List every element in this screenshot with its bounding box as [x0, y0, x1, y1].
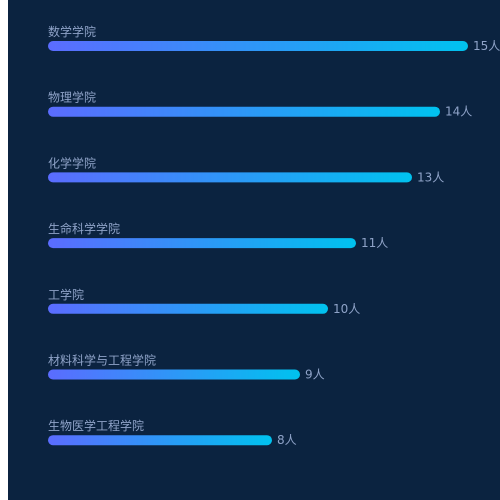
- chart-panel: 数学学院 15人物理学院 14人化学学院 13人生命科学学院 11人工学院 10人材料科学…: [8, 0, 500, 500]
- category-label: 物理学院: [48, 90, 96, 105]
- category-label: 化学学院: [48, 155, 96, 170]
- bar: [48, 238, 356, 249]
- category-label: 生命科学学院: [48, 221, 120, 236]
- bar: [48, 303, 328, 314]
- value-label: 10人: [333, 302, 360, 316]
- value-label: 14人: [445, 105, 472, 119]
- value-label: 11人: [361, 236, 388, 250]
- category-label: 数学学院: [48, 24, 96, 39]
- value-label: 15人: [473, 39, 500, 53]
- bar: [48, 369, 300, 380]
- bar: [48, 435, 272, 446]
- category-label: 生物医学工程学院: [48, 418, 144, 433]
- bar: [48, 172, 412, 183]
- value-label: 8人: [277, 433, 297, 447]
- bar: [48, 41, 468, 51]
- value-label: 13人: [417, 170, 444, 184]
- bar: [48, 106, 440, 117]
- value-label: 9人: [305, 368, 325, 382]
- category-label: 工学院: [48, 287, 84, 302]
- category-label: 材料科学与工程学院: [48, 353, 156, 368]
